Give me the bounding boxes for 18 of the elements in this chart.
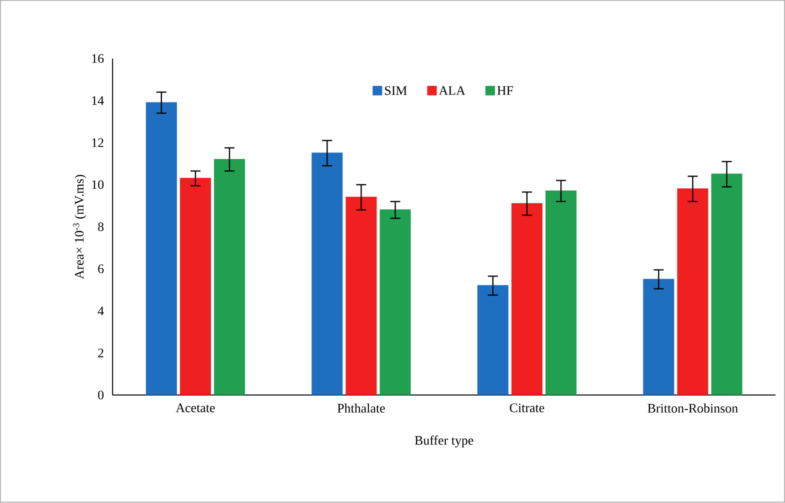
- x-axis-title: Buffer type: [414, 436, 474, 448]
- legend-label: SIM: [385, 86, 407, 96]
- y-tick-label: 16: [92, 54, 104, 64]
- y-tick-label: 10: [92, 180, 104, 190]
- y-tick-label: 14: [92, 96, 104, 106]
- y-tick-label: 8: [98, 222, 104, 232]
- x-tick-label: Citrate: [510, 404, 544, 412]
- x-tick-label: Britton-Robinson: [648, 404, 738, 413]
- y-tick-label: 12: [92, 138, 104, 148]
- x-tick-label: Phthalate: [337, 404, 385, 413]
- x-tick-label: Acetate: [176, 404, 215, 412]
- legend-label: ALA: [438, 86, 466, 96]
- y-tick-label: 4: [98, 306, 104, 316]
- y-axis-title: Area× 10$^{-3}$ (mV.ms): [73, 175, 86, 280]
- y-tick-label: 2: [98, 348, 104, 358]
- y-tick-label: 0: [98, 390, 104, 400]
- legend-label: HF: [497, 86, 514, 95]
- y-tick-label: 6: [98, 264, 104, 274]
